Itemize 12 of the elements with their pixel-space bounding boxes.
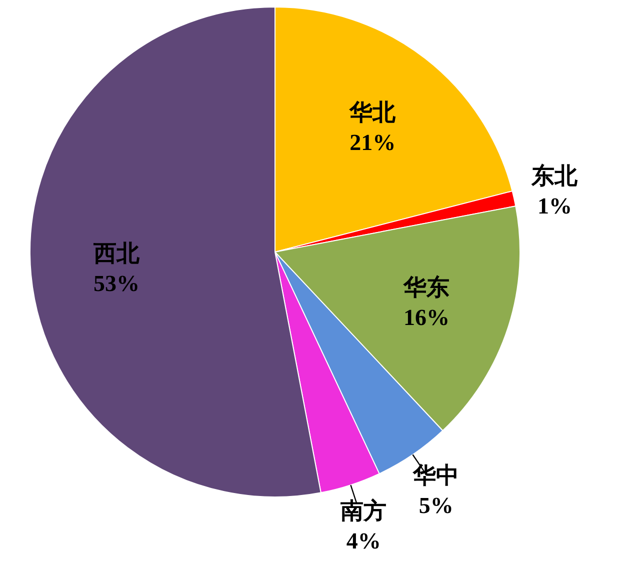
data-label: 53% — [93, 270, 140, 296]
slice-label: 华中 — [412, 462, 460, 490]
slice-label: 华北 — [348, 99, 397, 126]
data-label: 5% — [418, 493, 454, 518]
data-label: 4% — [346, 528, 381, 554]
data-label: 1% — [537, 193, 572, 218]
slice-label: 南方 — [340, 498, 387, 525]
slice-label: 东北 — [530, 162, 579, 190]
data-label: 16% — [403, 305, 450, 330]
slice-label: 西北 — [92, 240, 140, 267]
data-label: 21% — [350, 130, 396, 156]
slice-label: 华东 — [402, 274, 450, 302]
